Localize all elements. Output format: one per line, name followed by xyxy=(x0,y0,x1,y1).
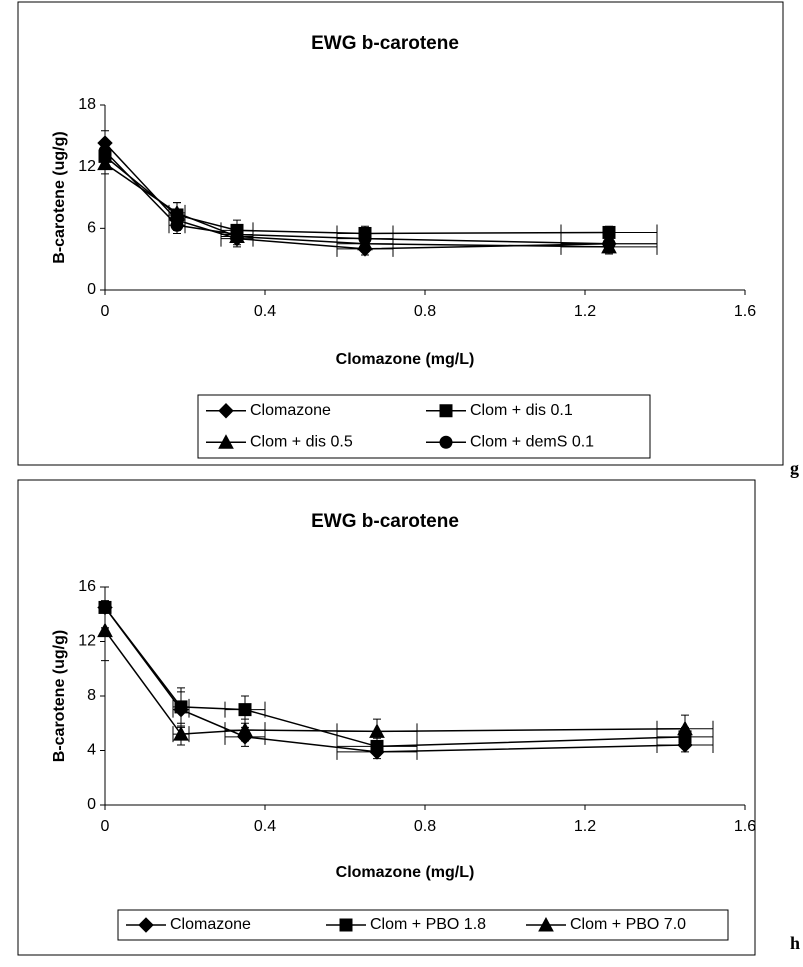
legend-marker xyxy=(538,916,554,932)
legend xyxy=(117,909,729,941)
x-tick-label: 1.2 xyxy=(574,303,596,320)
legend-marker xyxy=(339,918,353,932)
y-tick-label: 0 xyxy=(87,281,96,298)
y-tick-label: 12 xyxy=(78,633,96,650)
y-tick-label: 0 xyxy=(87,796,96,813)
legend-label: Clom + demS 0.1 xyxy=(470,433,594,450)
marker xyxy=(237,722,253,737)
y-tick-label: 4 xyxy=(87,742,96,759)
marker xyxy=(358,232,372,246)
legend-label: Clomazone xyxy=(250,402,331,419)
chart-title: EWG b-carotene xyxy=(311,33,459,54)
legend-marker xyxy=(439,435,453,449)
x-tick-label: 1.6 xyxy=(734,818,756,835)
marker xyxy=(173,726,189,741)
series-line xyxy=(104,162,610,248)
marker xyxy=(677,720,693,736)
x-tick-label: 0.4 xyxy=(254,303,276,320)
marker xyxy=(602,237,616,251)
chart-frame xyxy=(17,1,784,466)
marker xyxy=(238,703,252,717)
legend-label: Clom + dis 0.5 xyxy=(250,433,353,450)
legend-label: Clom + dis 0.1 xyxy=(470,402,573,419)
legend-marker xyxy=(218,434,234,449)
y-tick-label: 18 xyxy=(78,96,96,113)
legend xyxy=(197,394,651,459)
legend-marker xyxy=(138,917,154,933)
marker xyxy=(174,700,188,714)
marker xyxy=(97,622,113,638)
y-tick-label: 16 xyxy=(78,578,96,595)
legend-label: Clomazone xyxy=(170,916,251,933)
x-axis-title: Clomazone (mg/L) xyxy=(336,351,475,368)
x-tick-label: 0 xyxy=(101,818,110,835)
y-axis-title: B-carotene (ug/g) xyxy=(51,131,68,263)
y-tick-label: 6 xyxy=(87,220,96,237)
marker xyxy=(230,228,244,241)
x-axis-title: Clomazone (mg/L) xyxy=(336,864,475,881)
marker xyxy=(170,218,184,232)
y-axis-title: B-carotene (ug/g) xyxy=(51,630,68,762)
y-tick-label: 8 xyxy=(87,687,96,704)
panel-label: g xyxy=(790,458,799,478)
legend-marker xyxy=(439,404,453,418)
y-tick-label: 12 xyxy=(78,158,96,175)
chart-frame xyxy=(17,479,756,956)
panel-label: h xyxy=(790,933,800,953)
x-tick-label: 0.8 xyxy=(414,303,436,320)
series-line xyxy=(104,606,686,748)
x-tick-label: 0.4 xyxy=(254,818,276,835)
chart-title: EWG b-carotene xyxy=(311,511,459,532)
legend-label: Clom + PBO 1.8 xyxy=(370,916,486,933)
x-tick-label: 1.2 xyxy=(574,818,596,835)
marker xyxy=(98,144,112,158)
legend-marker xyxy=(218,403,234,419)
x-tick-label: 1.6 xyxy=(734,303,756,320)
marker xyxy=(602,225,616,239)
marker xyxy=(369,723,385,738)
x-tick-label: 0 xyxy=(101,303,110,320)
marker xyxy=(97,155,113,171)
series-line xyxy=(104,630,686,735)
legend-label: Clom + PBO 7.0 xyxy=(570,916,686,933)
x-tick-label: 0.8 xyxy=(414,818,436,835)
